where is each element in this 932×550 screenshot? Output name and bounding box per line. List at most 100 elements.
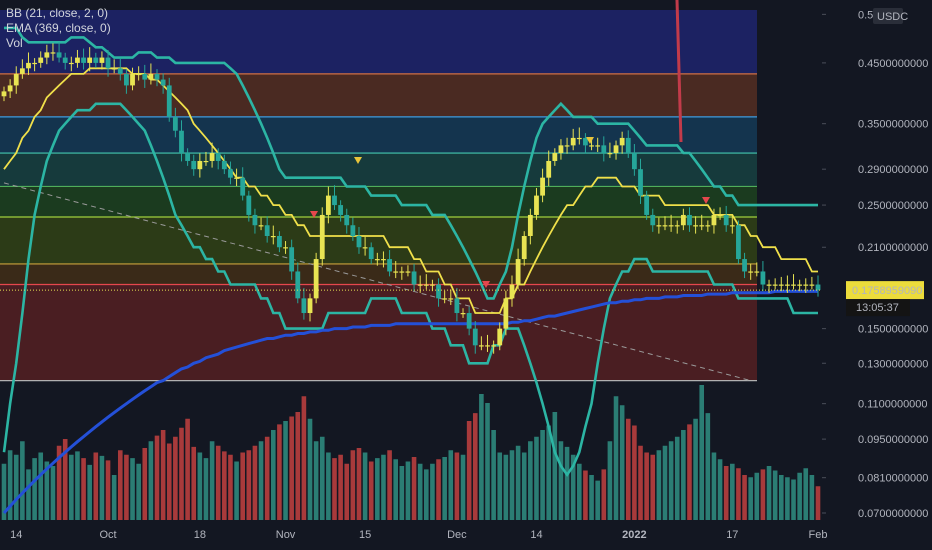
candle-body (411, 271, 417, 285)
date-tick-label: Nov (276, 529, 296, 541)
date-tick-label: 2022 (622, 529, 646, 541)
candle-body (662, 225, 668, 227)
candle-body (50, 52, 56, 54)
candle-body (509, 284, 515, 299)
candle-body (68, 62, 74, 65)
volume-bar (424, 469, 429, 520)
candle-body (166, 85, 172, 117)
candle-body (521, 235, 527, 260)
candle-body (589, 145, 594, 147)
volume-bar (583, 470, 588, 520)
candle-body (583, 137, 588, 146)
candle-body (693, 225, 698, 227)
volume-bar (417, 463, 423, 520)
volume-bar (607, 441, 613, 520)
signal-triangle (702, 197, 710, 204)
volume-bar (258, 441, 264, 520)
volume-bar (173, 436, 178, 520)
date-tick-label: Oct (99, 529, 116, 541)
volume-bar (117, 450, 123, 520)
candle-body (564, 145, 570, 147)
volume-bar (105, 460, 111, 520)
candle-body (699, 225, 705, 227)
volume-bar (466, 421, 472, 520)
candle-body (313, 259, 319, 299)
price-tick-label: 0.4500000000 (858, 58, 928, 70)
candle-body (478, 345, 484, 347)
volume-bar (62, 439, 68, 520)
candle-body (472, 328, 478, 346)
candle-body (613, 145, 619, 154)
volume-bar (75, 451, 80, 520)
volume-bar (638, 445, 643, 520)
candle-body (111, 68, 117, 70)
candle-body (423, 284, 429, 286)
bb-legend[interactable]: BB (21, close, 2, 0) (6, 6, 109, 20)
candle-body (417, 284, 423, 286)
volume-bar (283, 421, 288, 520)
price-tick-label: 0.0700000000 (858, 508, 928, 520)
vol-legend[interactable]: Vol (6, 36, 23, 50)
volume-bar (264, 436, 270, 520)
volume-bar (705, 413, 711, 520)
date-axis-bg (0, 520, 932, 550)
volume-bar (650, 454, 656, 520)
ema-legend[interactable]: EMA (369, close, 0) (6, 21, 111, 35)
candle-body (527, 214, 533, 236)
candle-body (742, 259, 747, 272)
candle-body (277, 235, 282, 248)
candle-body (754, 271, 760, 273)
volume-bar (338, 454, 343, 520)
trendline[interactable] (3, 182, 751, 382)
candle-body (631, 153, 637, 170)
price-tick-label: 0.2900000000 (858, 164, 928, 176)
bb-lower-line (2, 102, 818, 477)
candle-body (570, 137, 576, 146)
volume-bar (142, 448, 148, 520)
signal-marks (310, 0, 710, 288)
candle-body (680, 214, 686, 226)
volume-bar (534, 436, 539, 520)
volume-bar (564, 446, 570, 520)
candle-body (142, 73, 148, 80)
price-tick-label: 0.1500000000 (858, 324, 928, 336)
volume-bar (595, 480, 600, 520)
volume-bar (399, 466, 405, 520)
volume-bar (717, 459, 723, 520)
date-axis[interactable]: 14 Oct 18 Nov 15 Dec 14 2022 17 Feb (0, 520, 932, 550)
date-tick-label: Dec (447, 529, 467, 541)
candle-body (485, 345, 490, 347)
currency-label: USDC (877, 11, 908, 23)
volume-bar (26, 469, 31, 520)
volume-bar (7, 450, 13, 520)
candle-body (87, 57, 93, 63)
volume-bar (515, 445, 521, 520)
volume-bar (668, 441, 674, 520)
candle-body (772, 284, 778, 286)
candle-body (503, 298, 509, 329)
candle-body (75, 57, 80, 63)
volume-bar (56, 445, 62, 520)
fib-band (0, 216, 757, 264)
candle-body (448, 298, 454, 300)
candle-body (99, 57, 105, 63)
candle-body (460, 313, 466, 315)
volume-bar (405, 461, 411, 520)
signal-triangle (482, 281, 490, 288)
candle-body (687, 214, 692, 226)
volume-bar (815, 486, 821, 520)
volume-bar (570, 454, 576, 520)
volume-bar (319, 436, 325, 520)
candle-body (289, 247, 295, 272)
candle-body (540, 177, 545, 196)
currency-badge (873, 8, 903, 24)
candle-body (252, 214, 258, 226)
candle-body (466, 313, 472, 329)
candle-body (766, 284, 772, 286)
candle-body (515, 259, 521, 285)
volume-bar (681, 430, 686, 520)
volume-bar (381, 454, 386, 520)
volume-bar (687, 424, 692, 520)
